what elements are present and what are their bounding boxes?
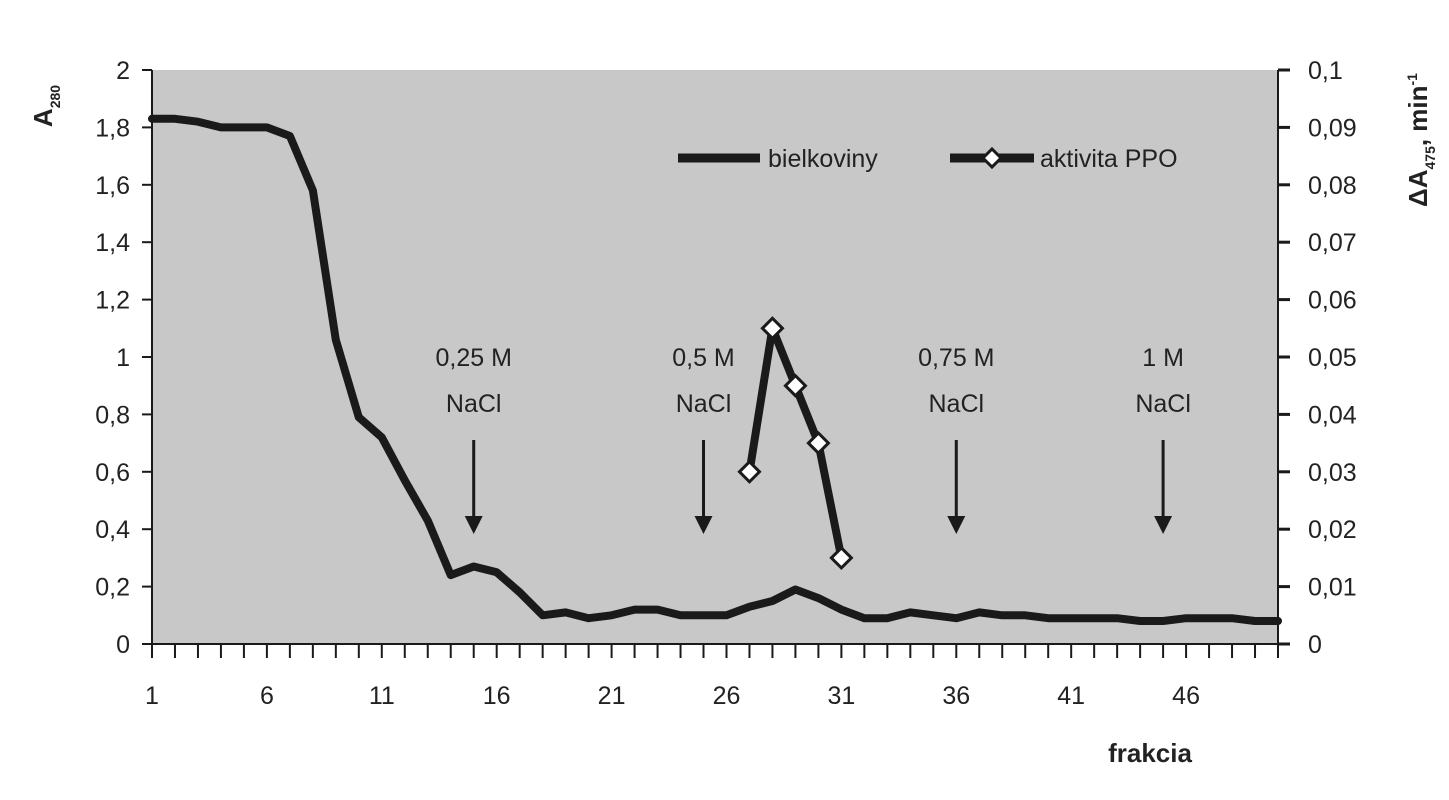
series-line-bielkoviny [148,114,1282,625]
y2-axis-title-main: ΔA [1403,169,1433,207]
y-tick-label: 1,6 [95,172,130,200]
y-tick-label: 1,2 [95,287,130,315]
y-axis-title: A280 [28,85,63,127]
y2-axis-title: ΔA475, min-1 [1403,73,1438,207]
y-tick-label: 2 [116,57,130,85]
y2-tick-label: 0,04 [1308,401,1357,429]
annotation-salt: NaCl [676,390,732,418]
annotation-salt: NaCl [446,390,502,418]
y2-tick-label: 0,01 [1308,574,1357,602]
annotation-concentration: 0,75 M [918,344,994,372]
x-tick-label: 21 [598,682,626,710]
y2-tick-label: 0 [1308,631,1322,659]
x-tick-label: 36 [942,682,970,710]
y2-tick-label: 0,02 [1308,516,1357,544]
y-tick-label: 0,4 [95,516,130,544]
legend-marker-diamond [980,146,1004,170]
x-axis: 1 6 11 16 21 26 31 36 41 46 [145,643,1279,710]
x-tick-label: 11 [369,682,395,710]
y2-axis-title-subscript: 475 [1422,146,1438,170]
annotation-salt: NaCl [928,390,984,418]
y-axis-title-main: A [28,108,58,127]
x-tick-label: 6 [260,682,274,710]
data-point-marker [829,545,854,571]
x-axis-title: frakcia [1108,738,1192,768]
x-tick-label: 16 [483,682,511,710]
data-point-marker [783,373,808,398]
annotation-arrow-head [1154,516,1173,534]
annotation-concentration: 0,25 M [435,344,511,372]
legend-label-bielkoviny: bielkoviny [768,145,878,173]
y2-axis-title-superscript: -1 [1404,73,1420,86]
y-tick-label: 0,8 [95,401,130,429]
y-tick-label: 1,4 [95,229,130,257]
data-point-marker [737,459,762,484]
y2-tick-label: 0,06 [1308,287,1357,315]
annotations: 0,25 M NaCl 0,5 M NaCl 0,75 M NaCl 1 M NaCl [435,344,1191,534]
y-tick-label: 1 [116,344,130,372]
y-tick-label: 0 [116,631,130,659]
annotation-arrow-head [694,516,713,534]
y2-tick-label: 0,09 [1308,114,1357,142]
legend: bielkoviny aktivita PPO [678,145,1178,173]
y2-tick-label: 0,05 [1308,344,1357,372]
x-tick-label: 41 [1057,682,1085,710]
y2-tick-label: 0,1 [1308,57,1343,85]
left-axis: 0 0,2 0,4 0,6 0,8 1 1,2 1,4 1,6 1,8 2 [95,57,153,659]
y2-tick-label: 0,03 [1308,459,1357,487]
annotation-concentration: 0,5 M [672,344,735,372]
annotation-arrow-head [947,516,966,534]
y2-tick-label: 0,07 [1308,229,1357,257]
series-layer [148,114,1282,625]
x-tick-label: 26 [713,682,741,710]
data-point-marker [760,316,785,341]
y2-tick-label: 0,08 [1308,172,1357,200]
annotation-concentration: 1 M [1142,344,1184,372]
y-tick-label: 0,2 [95,574,130,602]
y-tick-label: 1,8 [95,114,130,142]
legend-label-aktivita-ppo: aktivita PPO [1040,145,1178,173]
annotation-arrow-head [464,516,483,534]
right-axis: 0 0,01 0,02 0,03 0,04 0,05 0,06 0,07 0,08 0,09 0,1 [1277,57,1357,659]
y-axis-title-subscript: 280 [47,85,63,109]
y-tick-label: 0,6 [95,459,130,487]
x-tick-label: 46 [1172,682,1200,710]
x-tick-label: 31 [827,682,855,710]
y2-axis-title-unit: , min [1403,85,1433,146]
data-point-marker [806,430,831,456]
x-tick-label: 1 [145,682,159,710]
annotation-salt: NaCl [1135,390,1191,418]
